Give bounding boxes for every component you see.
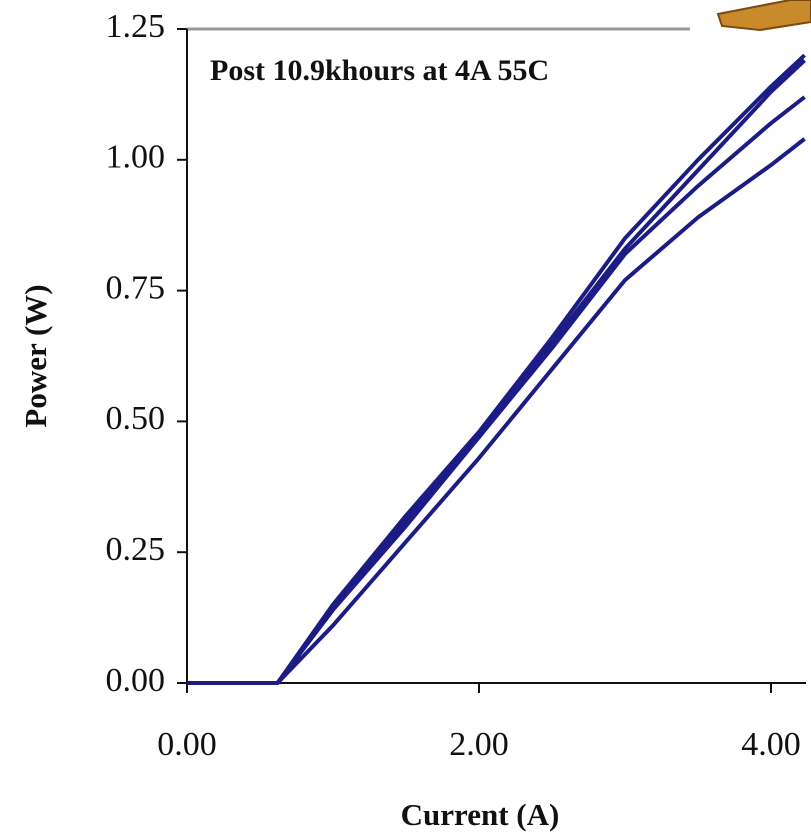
x-tick-label: 4.00 [741,726,801,763]
series-line [187,137,806,685]
y-tick-label: 0.75 [106,269,166,306]
y-tick-label: 1.25 [106,8,166,45]
series-line [187,58,806,685]
x-tick-label: 2.00 [449,726,509,763]
decorative-icon [716,0,811,32]
annotation: Post 10.9khours at 4A 55C [210,54,549,87]
y-tick-label: 1.00 [106,139,166,176]
x-tick-label: 0.00 [157,726,217,763]
y-tick-label: 0.50 [106,400,166,437]
y-tick-label: 0.25 [106,531,166,568]
y-axis-label: Power (W) [18,284,53,427]
y-tick-label: 0.00 [106,662,166,699]
x-axis-label: Current (A) [401,797,560,832]
series-line [187,95,806,685]
series-line [187,53,806,685]
